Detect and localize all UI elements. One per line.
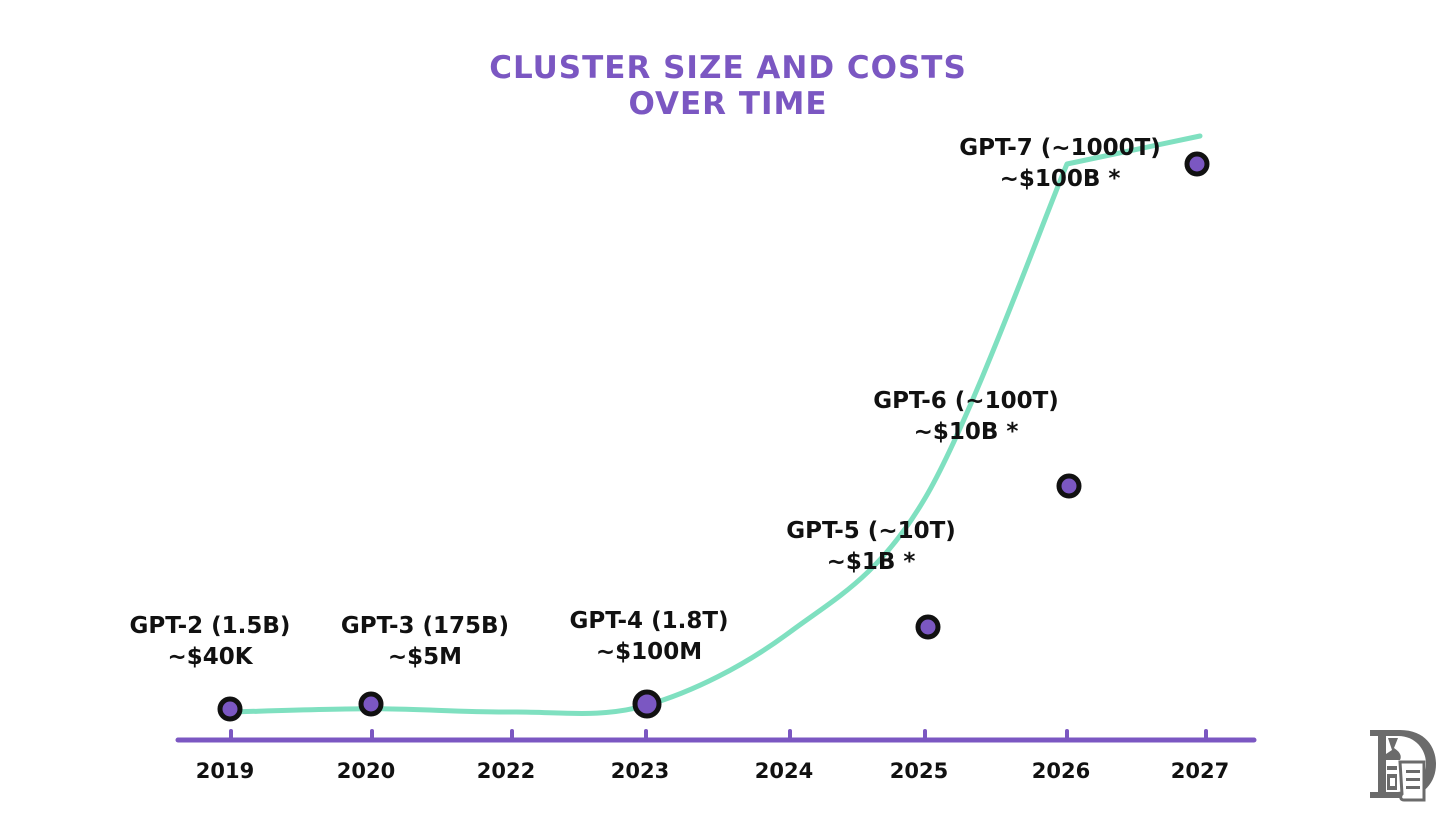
data-label-cost: ~$10B * [914, 419, 1019, 445]
x-axis [175, 729, 1257, 743]
data-point-gpt-6 [1056, 473, 1082, 499]
x-tick-label: 2024 [755, 759, 813, 783]
chart-title-line-1: CLUSTER SIZE AND COSTS [489, 50, 967, 86]
data-point-gpt-3 [358, 691, 384, 717]
data-label-model: GPT-2 (1.5B) [130, 613, 291, 639]
trend-curve [228, 133, 1203, 717]
x-tick-label: 2025 [890, 759, 948, 783]
data-label-cost: ~$100B * [1000, 166, 1121, 192]
data-points [217, 151, 1210, 722]
data-point-gpt-5 [915, 614, 941, 640]
data-label-model: GPT-7 (~1000T) [959, 135, 1161, 161]
data-point-gpt-7 [1184, 151, 1210, 177]
x-tick-label: 2022 [477, 759, 535, 783]
data-label-cost: ~$40K [167, 644, 253, 670]
x-tick-label: 2026 [1032, 759, 1090, 783]
x-tick-label: 2027 [1171, 759, 1229, 783]
data-point-gpt-2 [217, 696, 243, 722]
chart-title-line-2: OVER TIME [628, 86, 827, 122]
data-label-cost: ~$1B * [827, 549, 916, 575]
data-label-model: GPT-5 (~10T) [786, 518, 956, 544]
data-label-model: GPT-4 (1.8T) [569, 608, 728, 634]
trend-curve-layer [228, 133, 1203, 717]
data-label-cost: ~$100M [596, 639, 702, 665]
x-tick-label: 2023 [611, 759, 669, 783]
data-point-gpt-4 [632, 689, 662, 719]
data-labels: GPT-2 (1.5B) ~$40K GPT-3 (175B) ~$5M GPT-4 (… [130, 135, 1161, 670]
data-label-cost: ~$5M [388, 644, 462, 670]
data-label-model: GPT-6 (~100T) [873, 388, 1059, 414]
x-tick-label: 2019 [196, 759, 254, 783]
publisher-logo-icon [1370, 730, 1436, 802]
x-tick-labels: 2019 2020 2022 2023 2024 2025 2026 2027 [196, 759, 1229, 783]
data-label-model: GPT-3 (175B) [341, 613, 509, 639]
chart-title: CLUSTER SIZE AND COSTS OVER TIME [489, 50, 967, 122]
x-tick-label: 2020 [337, 759, 395, 783]
